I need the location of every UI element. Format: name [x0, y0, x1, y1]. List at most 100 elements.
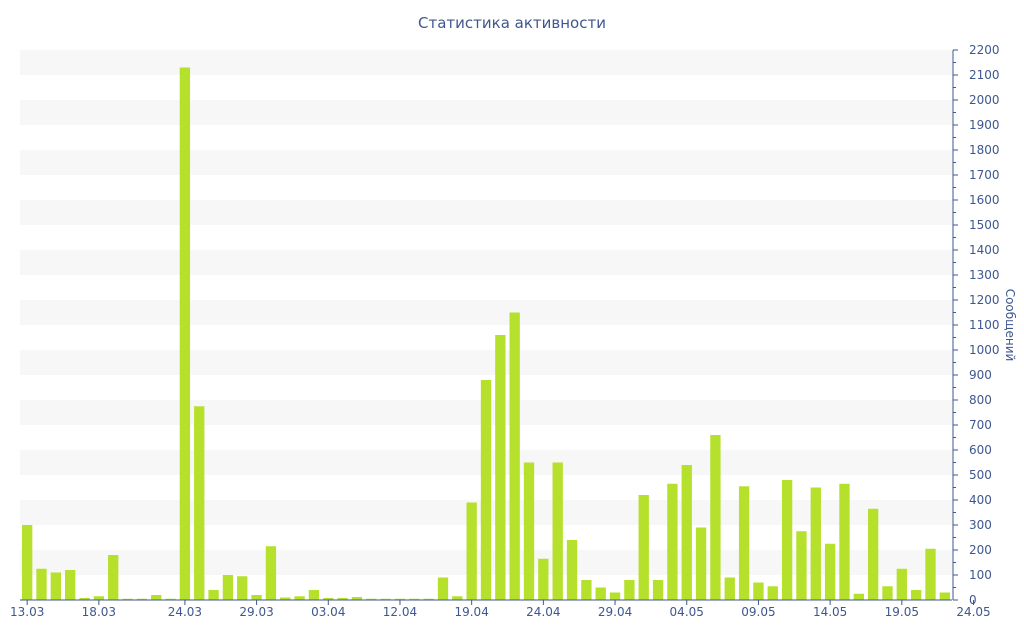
bar: [251, 595, 262, 600]
bar: [710, 435, 721, 600]
bar: [695, 527, 707, 600]
bar: [480, 380, 492, 600]
bar: [538, 558, 549, 600]
y-tick-label: 300: [969, 518, 992, 532]
x-tick-label: 29.04: [598, 605, 632, 619]
y-tick-label: 100: [969, 568, 992, 582]
bar: [194, 406, 205, 600]
bar: [767, 586, 778, 600]
x-tick-label: 03.04: [311, 605, 345, 619]
bar: [136, 598, 148, 600]
grid-band: [20, 300, 952, 325]
x-tick-label: 14.05: [813, 605, 847, 619]
x-tick-label: 12.04: [383, 605, 417, 619]
bar: [294, 596, 305, 600]
bar: [652, 580, 664, 600]
bar: [581, 580, 592, 600]
bar: [781, 480, 793, 600]
bar: [523, 462, 535, 600]
y-tick-label: 0: [969, 593, 977, 607]
bar: [65, 570, 76, 600]
bar: [681, 465, 692, 600]
x-tick-label: 24.04: [526, 605, 560, 619]
bar: [595, 587, 606, 600]
grid-band: [20, 200, 952, 225]
bar: [108, 555, 119, 600]
bar-series: [22, 67, 950, 600]
bar: [753, 582, 764, 600]
bar: [351, 597, 363, 600]
bar: [423, 598, 434, 600]
bar: [509, 312, 520, 600]
chart-title: Статистика активности: [418, 14, 606, 32]
y-tick-label: 1000: [969, 343, 1000, 357]
bar: [93, 596, 105, 600]
grid-band: [20, 250, 952, 275]
grid-band: [20, 350, 952, 375]
bar: [466, 502, 477, 600]
bar: [624, 580, 635, 600]
y-tick-label: 1200: [969, 293, 1000, 307]
y-tick-label: 1100: [969, 318, 1000, 332]
y-tick-label: 1700: [969, 168, 1000, 182]
x-tick-label: 04.05: [670, 605, 704, 619]
y-tick-label: 1300: [969, 268, 1000, 282]
bar: [667, 483, 678, 600]
bar: [566, 540, 578, 600]
bar: [495, 335, 506, 600]
x-tick-label: 19.04: [454, 605, 488, 619]
bar: [882, 586, 893, 600]
bar: [810, 487, 821, 600]
y-tick-label: 200: [969, 543, 992, 557]
bar: [280, 597, 291, 600]
y-tick-label: 2000: [969, 93, 1000, 107]
bar: [867, 508, 879, 600]
y-tick-label: 500: [969, 468, 992, 482]
bar: [36, 568, 47, 600]
x-tick-label: 13.03: [10, 605, 44, 619]
y-tick-label: 2100: [969, 68, 1000, 82]
y-tick-label: 800: [969, 393, 992, 407]
bar: [337, 598, 348, 600]
bar: [308, 590, 320, 600]
bar: [896, 568, 907, 600]
bar: [552, 462, 563, 600]
bar: [265, 546, 277, 600]
bar: [208, 590, 219, 600]
y-axis: 0 100 200 300 400 500 600 700 800 900 1000 1100 1200…: [952, 43, 1000, 607]
bar: [366, 598, 377, 600]
y-tick-label: 1500: [969, 218, 1000, 232]
x-tick-label: 18.03: [82, 605, 116, 619]
x-tick-label: 09.05: [741, 605, 775, 619]
bar: [323, 598, 334, 600]
bar: [222, 575, 234, 600]
bar: [437, 577, 449, 600]
y-tick-label: 700: [969, 418, 992, 432]
y-tick-label: 400: [969, 493, 992, 507]
bar: [609, 592, 621, 600]
bar: [452, 596, 463, 600]
y-tick-label: 1600: [969, 193, 1000, 207]
y-tick-label: 600: [969, 443, 992, 457]
grid-band: [20, 150, 952, 175]
bar: [738, 486, 750, 600]
bar: [50, 572, 61, 600]
x-tick-label: 29.03: [239, 605, 273, 619]
bar: [237, 576, 248, 600]
y-tick-label: 1900: [969, 118, 1000, 132]
bar: [409, 598, 420, 600]
bar: [839, 483, 850, 600]
bar: [380, 598, 391, 600]
bar: [151, 595, 162, 600]
bar: [22, 525, 33, 600]
y-tick-label: 1400: [969, 243, 1000, 257]
bar: [165, 598, 176, 600]
bar: [939, 592, 950, 600]
bar: [910, 590, 922, 600]
grid-band: [20, 50, 952, 75]
x-axis: 13.03 18.03 24.03 29.03 03.04 12.04 19.04 24.04…: [10, 599, 991, 619]
y-tick-label: 1800: [969, 143, 1000, 157]
bar: [638, 495, 649, 600]
